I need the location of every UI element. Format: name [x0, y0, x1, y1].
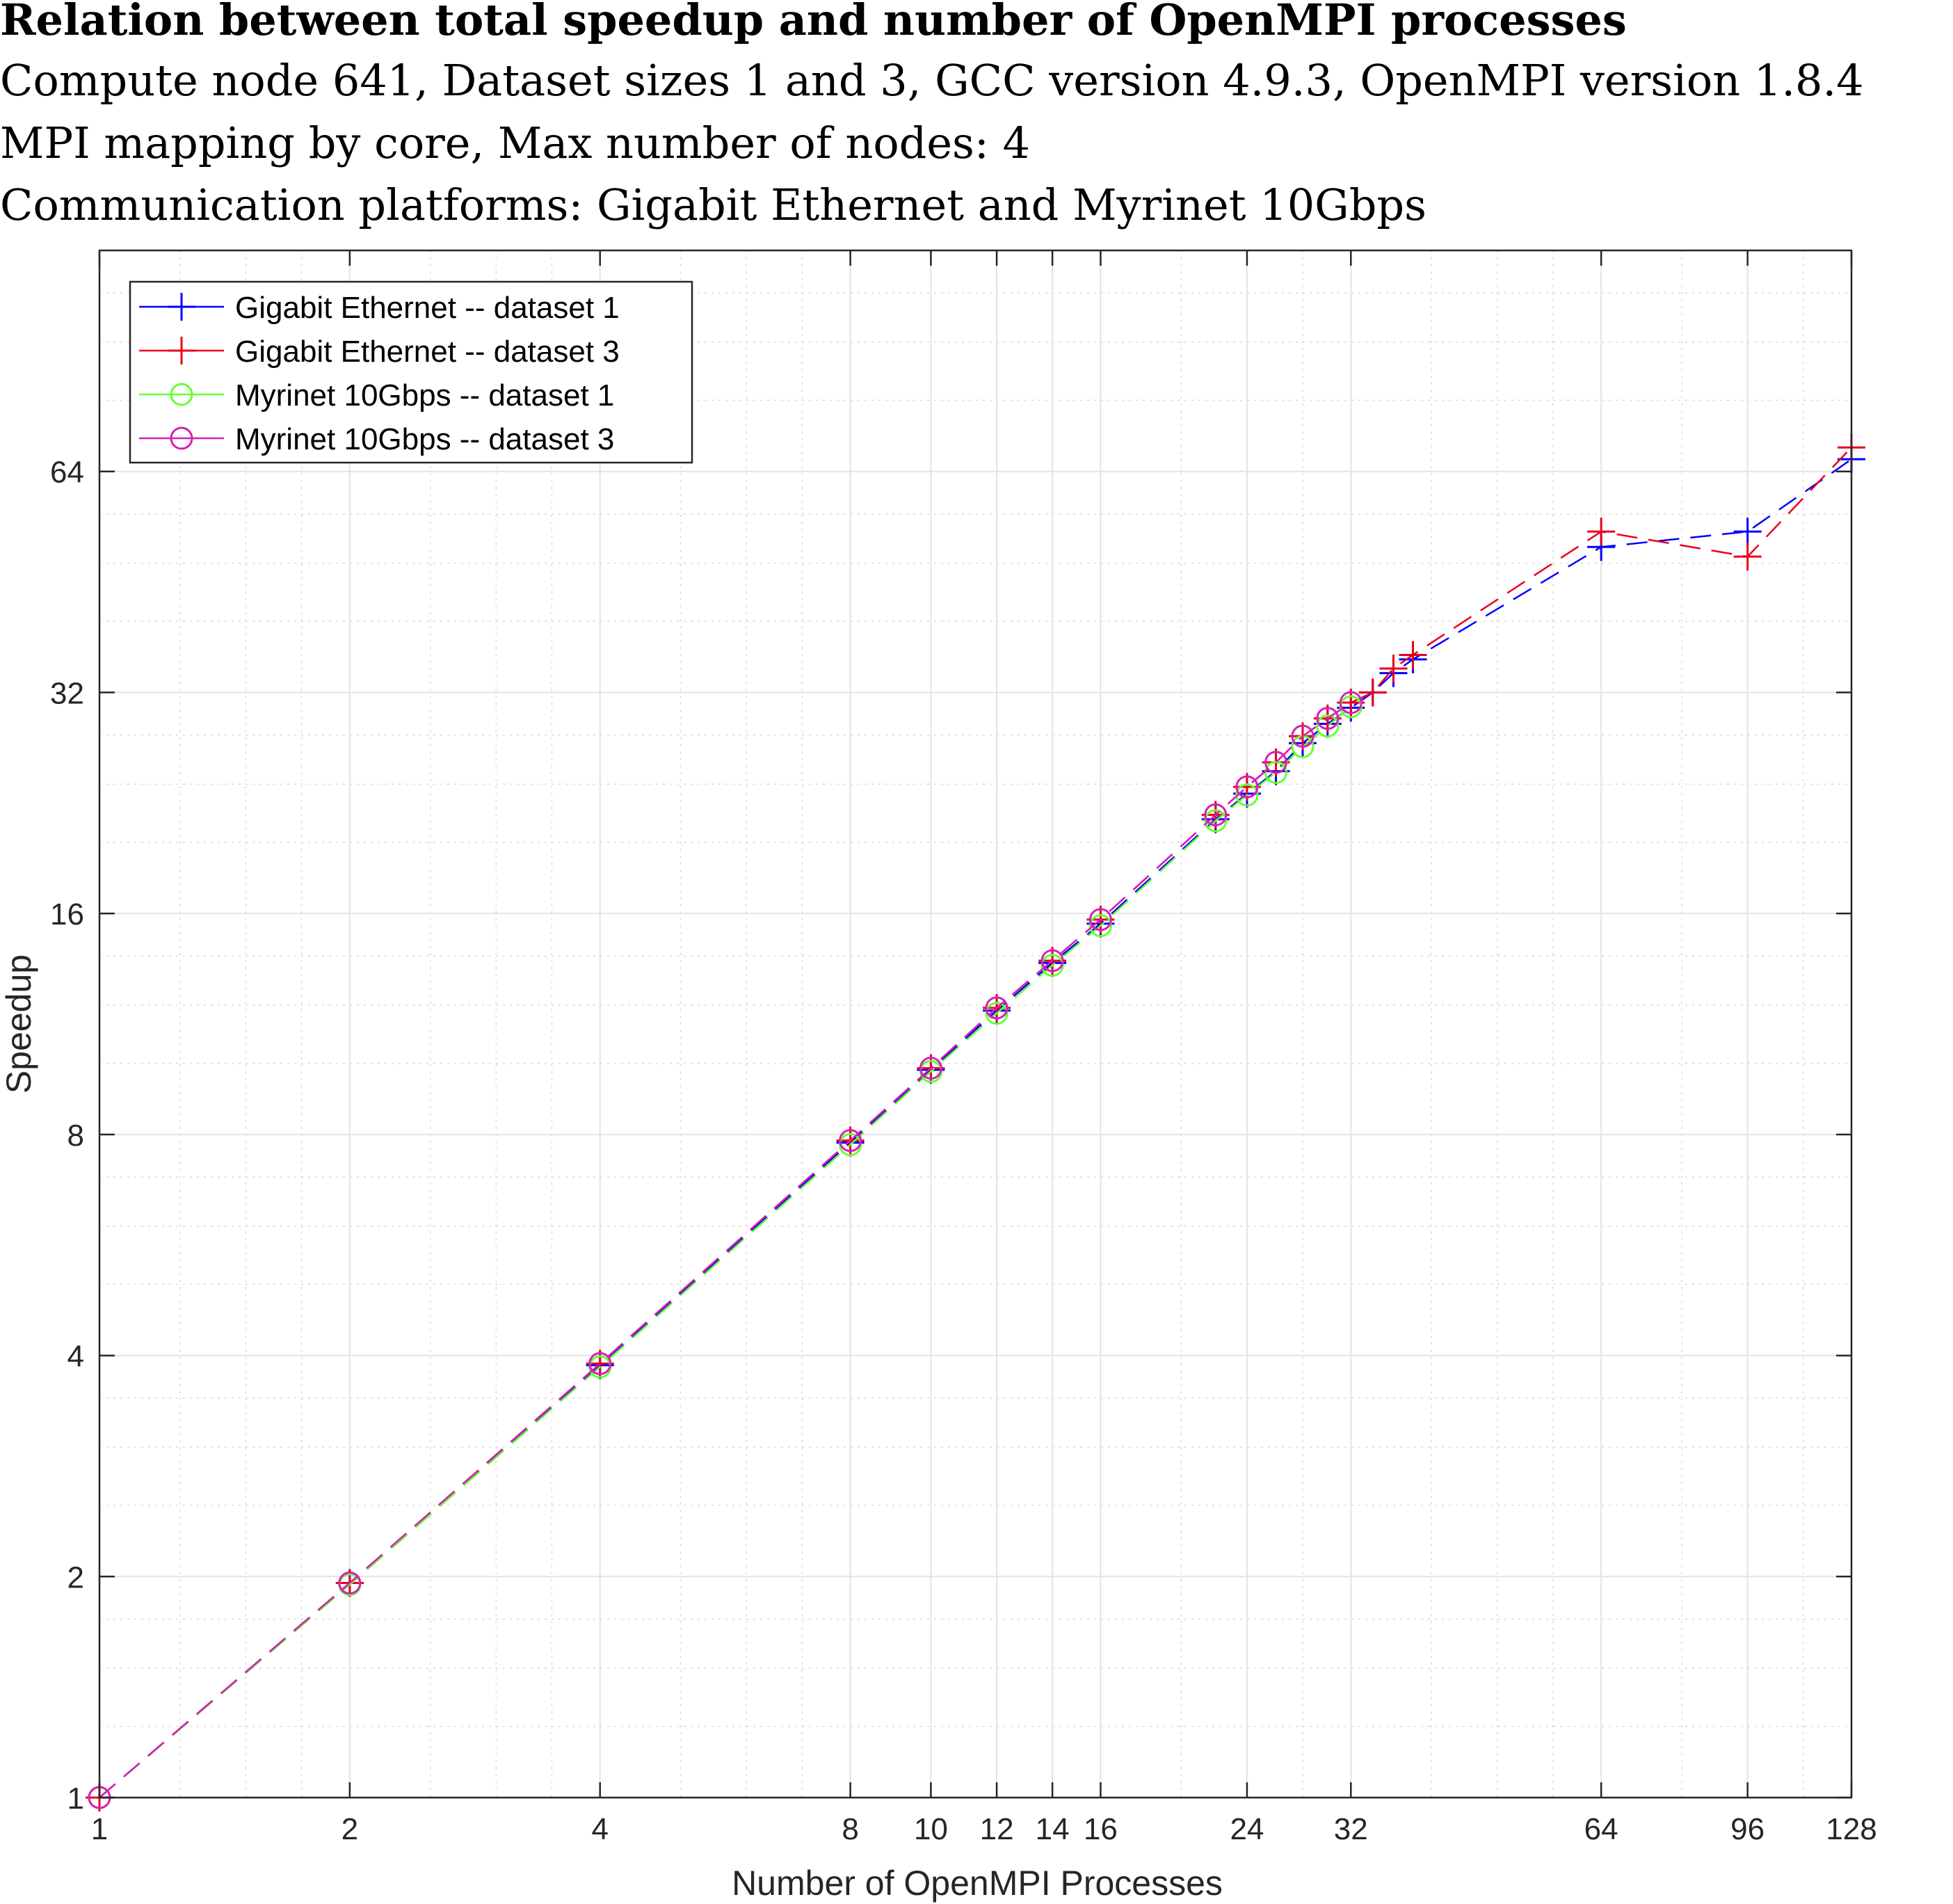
circle-marker [338, 1571, 362, 1595]
circle-marker [1264, 760, 1287, 784]
series-3 [88, 695, 1363, 1809]
plus-marker [1587, 518, 1616, 546]
circle-marker [1291, 724, 1315, 748]
series-layer [86, 433, 1865, 1811]
y-tick-label: 4 [67, 1340, 84, 1374]
circle-marker [170, 383, 193, 406]
x-tick-label: 4 [591, 1812, 608, 1846]
series-line [99, 458, 1852, 1798]
x-tick-label: 1 [91, 1812, 108, 1846]
circle-marker [1316, 707, 1340, 730]
circle-marker [985, 1002, 1008, 1025]
y-tick-label: 32 [50, 676, 84, 710]
circle-marker [588, 1352, 612, 1375]
series-line [99, 701, 1352, 1798]
legend-label: Gigabit Ethernet -- dataset 3 [235, 335, 620, 369]
circle-marker [985, 996, 1008, 1020]
x-tick-label: 32 [1334, 1812, 1368, 1846]
plus-marker [1733, 518, 1762, 546]
y-tick-label: 1 [67, 1782, 84, 1816]
legend-entry: Myrinet 10Gbps -- dataset 1 [139, 378, 614, 413]
y-axis-label: Speedup [0, 954, 38, 1094]
legend-label: Myrinet 10Gbps -- dataset 3 [235, 422, 614, 456]
circle-marker [1088, 908, 1112, 931]
x-tick-label: 96 [1730, 1812, 1765, 1846]
plot-area [99, 250, 1851, 1798]
legend-entry: Gigabit Ethernet -- dataset 1 [139, 291, 620, 325]
legend-entry: Gigabit Ethernet -- dataset 3 [139, 335, 620, 369]
circle-marker [1316, 714, 1340, 738]
circle-marker [1339, 691, 1363, 714]
plus-marker [1379, 654, 1408, 682]
x-axis-label: Number of OpenMPI Processes [732, 1864, 1223, 1903]
circle-marker [1088, 914, 1112, 938]
circle-marker [919, 1057, 942, 1080]
circle-marker [1204, 803, 1228, 826]
plus-marker [168, 293, 195, 321]
circle-marker [1040, 949, 1064, 973]
plus-marker [1733, 543, 1762, 571]
circle-marker [1204, 809, 1228, 833]
circle-marker [170, 426, 193, 450]
legend: Gigabit Ethernet -- dataset 1 Gigabit Eth… [129, 280, 693, 464]
x-tick-label: 2 [341, 1812, 358, 1846]
plus-marker [168, 337, 195, 365]
x-tick-label: 128 [1826, 1812, 1876, 1846]
chart-title: Relation between total speedup and numbe… [0, 0, 1627, 45]
circle-marker [839, 1129, 862, 1153]
circle-marker [1264, 751, 1287, 774]
chart-subtitle-2: MPI mapping by core, Max number of nodes… [0, 118, 1030, 168]
y-tick-label: 2 [67, 1560, 84, 1594]
chart-subtitle-1: Compute node 641, Dataset sizes 1 and 3,… [0, 55, 1864, 106]
x-tick-label: 24 [1230, 1812, 1264, 1846]
chart-subtitle-3: Communication platforms: Gigabit Etherne… [0, 179, 1426, 230]
plus-marker [1358, 678, 1387, 707]
y-tick-label: 8 [67, 1119, 84, 1153]
x-tick-label: 10 [914, 1812, 948, 1846]
legend-box [129, 280, 693, 464]
plot-border [98, 249, 1853, 1799]
x-tick-label: 16 [1084, 1812, 1118, 1846]
circle-marker [1235, 775, 1259, 799]
x-tick-label: 12 [980, 1812, 1014, 1846]
legend-label: Gigabit Ethernet -- dataset 1 [235, 291, 620, 325]
x-tick-label: 64 [1584, 1812, 1618, 1846]
series-line [99, 705, 1352, 1798]
x-tick-label: 8 [842, 1812, 858, 1846]
y-tick-label: 64 [50, 456, 84, 490]
plus-marker [1399, 641, 1427, 669]
legend-label: Myrinet 10Gbps -- dataset 1 [235, 378, 614, 413]
x-tick-label: 14 [1036, 1812, 1070, 1846]
y-tick-label: 16 [50, 897, 84, 931]
legend-entry: Myrinet 10Gbps -- dataset 3 [139, 422, 614, 456]
